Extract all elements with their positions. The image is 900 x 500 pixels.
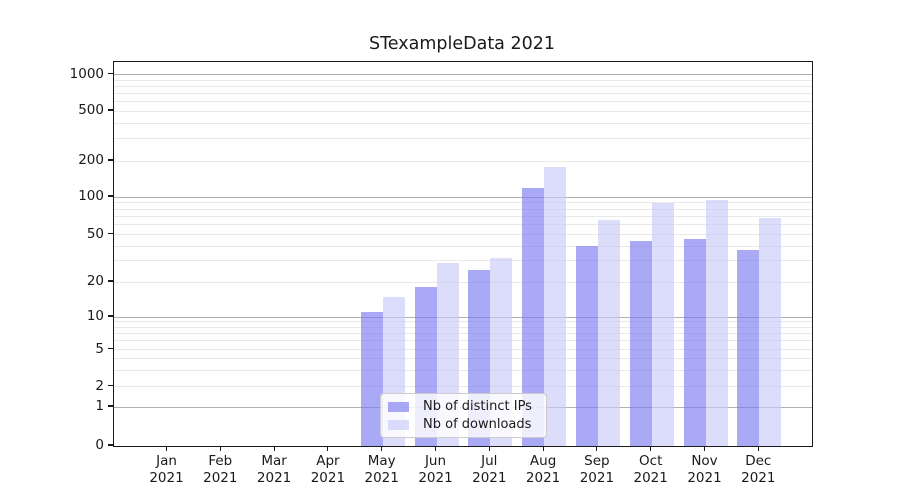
x-tick-mark <box>273 446 275 451</box>
bar-downloads-nov <box>705 199 728 446</box>
y-tick-mark <box>108 72 113 75</box>
gridline-minor <box>114 340 812 342</box>
plot-area: Nb of distinct IPs Nb of downloads <box>113 61 813 447</box>
x-tick-label: Feb 2021 <box>203 453 238 486</box>
legend-label-distinct-ips: Nb of distinct IPs <box>423 399 532 414</box>
x-tick-label: May 2021 <box>364 453 399 486</box>
bar-downloads-sep <box>597 220 620 446</box>
x-tick-mark <box>542 446 544 451</box>
y-tick-label: 500 <box>78 102 104 118</box>
x-tick-label: Sep 2021 <box>579 453 615 486</box>
y-tick-label: 200 <box>78 152 104 168</box>
gridline-minor <box>114 358 812 359</box>
legend: Nb of distinct IPs Nb of downloads <box>380 393 547 438</box>
bar-downloads-aug <box>544 167 567 446</box>
gridline-minor <box>114 85 812 87</box>
y-tick-label: 100 <box>78 188 104 204</box>
gridline-minor <box>114 160 812 162</box>
x-tick-mark <box>650 446 652 451</box>
x-tick-mark <box>488 446 490 451</box>
y-tick-mark <box>108 109 113 111</box>
x-tick-label: Aug 2021 <box>525 453 561 486</box>
gridline-minor <box>114 321 812 323</box>
gridline-minor <box>114 349 812 350</box>
y-tick-label: 0 <box>95 437 104 453</box>
gridline-minor <box>114 245 812 247</box>
x-tick-mark <box>327 446 329 451</box>
x-tick-label: Dec 2021 <box>741 453 776 486</box>
x-tick-label: Jul 2021 <box>472 453 507 486</box>
x-tick-label: Apr 2021 <box>310 453 346 486</box>
bar-distinct-ips-oct <box>629 241 652 446</box>
legend-item-downloads: Nb of downloads <box>388 417 546 432</box>
x-tick-label: Nov 2021 <box>687 453 722 486</box>
gridline-minor <box>114 281 812 283</box>
y-tick-mark <box>108 315 113 317</box>
y-tick-label: 5 <box>95 340 104 357</box>
gridline-major <box>114 316 812 318</box>
legend-item-distinct-ips: Nb of distinct IPs <box>388 399 546 414</box>
gridline-minor <box>114 260 812 262</box>
bar-distinct-ips-may <box>360 312 383 446</box>
gridline-minor <box>114 202 812 204</box>
y-tick-label: 50 <box>86 225 104 242</box>
y-tick-label: 1000 <box>69 65 104 82</box>
x-tick-mark <box>219 446 221 451</box>
gridline-minor <box>114 110 812 112</box>
y-tick-label: 20 <box>86 273 104 289</box>
y-tick-label: 1 <box>95 398 104 414</box>
gridline-minor <box>114 100 812 102</box>
x-tick-label: Jan 2021 <box>149 453 184 486</box>
x-tick-label: Oct 2021 <box>633 453 668 486</box>
x-tick-mark <box>596 446 598 451</box>
y-tick-mark <box>108 347 113 350</box>
y-tick-mark <box>108 159 113 161</box>
x-tick-mark <box>703 446 706 451</box>
x-tick-label: Jun 2021 <box>418 453 453 486</box>
gridline-minor <box>114 92 812 94</box>
legend-swatch-distinct-ips <box>388 401 409 412</box>
y-tick-label: 2 <box>95 377 104 394</box>
bar-distinct-ips-dec <box>737 250 760 446</box>
gridline-minor <box>114 369 812 371</box>
y-tick-mark <box>108 195 113 197</box>
gridline-minor <box>114 138 812 140</box>
x-tick-mark <box>757 446 759 451</box>
legend-label-downloads: Nb of downloads <box>423 417 532 432</box>
gridline-minor <box>114 234 812 235</box>
bar-downloads-oct <box>651 202 674 446</box>
gridline-major <box>114 74 812 75</box>
y-tick-mark <box>108 280 113 282</box>
gridline-minor <box>114 386 812 387</box>
gridline-major <box>114 196 812 198</box>
y-tick-mark <box>108 384 113 387</box>
x-tick-mark <box>381 446 383 451</box>
y-tick-mark <box>108 444 113 446</box>
gridline-minor <box>114 333 812 335</box>
gridline-minor <box>114 122 812 124</box>
gridline-minor <box>114 215 812 217</box>
bar-distinct-ips-nov <box>683 238 706 446</box>
x-tick-mark <box>165 446 168 451</box>
x-tick-label: Mar 2021 <box>256 453 292 486</box>
bar-downloads-dec <box>759 217 782 446</box>
chart-title: STexampleData 2021 <box>368 34 556 54</box>
gridline-minor <box>114 79 812 81</box>
gridline-minor <box>114 224 812 226</box>
gridline-minor <box>114 326 812 328</box>
legend-swatch-downloads <box>388 419 409 430</box>
bar-distinct-ips-aug <box>522 188 545 446</box>
y-tick-mark <box>108 405 113 407</box>
gridline-minor <box>114 208 812 210</box>
y-tick-label: 10 <box>86 308 104 324</box>
y-tick-mark <box>108 232 113 235</box>
x-tick-mark <box>434 446 437 451</box>
bar-distinct-ips-sep <box>575 246 598 446</box>
